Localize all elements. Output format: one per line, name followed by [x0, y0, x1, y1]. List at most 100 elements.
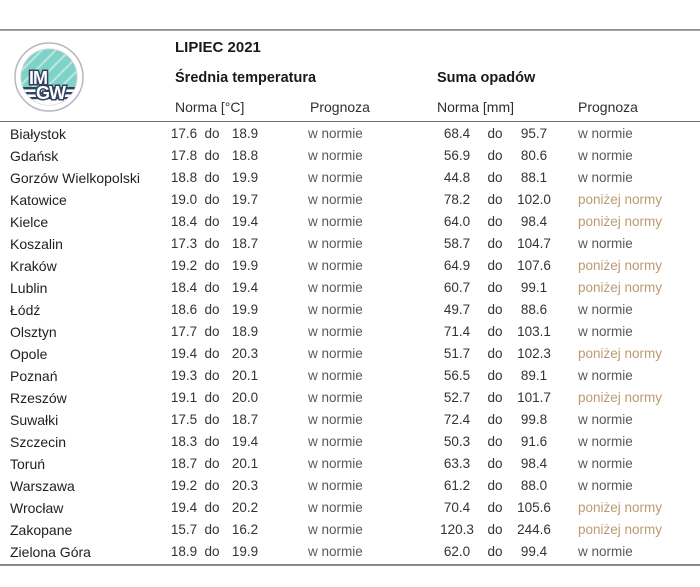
range-separator: do — [204, 456, 220, 471]
precip-forecast-value: w normie — [578, 126, 633, 141]
temp-norm-high: 19.4 — [231, 280, 259, 295]
imgw-logo-icon: IM GW — [14, 42, 84, 112]
temp-forecast-value: w normie — [308, 346, 363, 361]
spacer — [552, 123, 578, 145]
precip-norm-high: 89.1 — [520, 368, 548, 383]
precip-forecast-value: poniżej normy — [578, 390, 663, 405]
precip-forecast-header: Prognoza — [578, 99, 638, 115]
range-separator: do — [487, 368, 503, 383]
temp-norm-high: 20.1 — [231, 456, 259, 471]
spacer — [264, 453, 308, 475]
table-row: Suwałki 17.5 do 18.7 w normie 72.4 do 99… — [0, 409, 700, 431]
bottom-divider — [0, 564, 700, 566]
range-separator: do — [204, 280, 220, 295]
city-name: Wrocław — [10, 500, 64, 516]
temp-norm-high: 20.1 — [231, 368, 259, 383]
temp-forecast-value: w normie — [308, 500, 363, 515]
precip-forecast-value: w normie — [578, 478, 633, 493]
precip-norm-low: 56.5 — [443, 368, 471, 383]
precip-forecast-value: poniżej normy — [578, 500, 663, 515]
precip-norm-high: 80.6 — [520, 148, 548, 163]
range-separator: do — [204, 258, 220, 273]
svg-text:GW: GW — [36, 83, 66, 103]
temp-norm-high: 20.2 — [231, 500, 259, 515]
table-row: Gorzów Wielkopolski 18.8 do 19.9 w normi… — [0, 167, 700, 189]
temperature-section-label: Średnia temperatura — [175, 70, 317, 86]
spacer — [552, 387, 578, 409]
range-separator: do — [204, 368, 220, 383]
spacer — [264, 475, 308, 497]
header-divider — [0, 121, 700, 122]
precip-norm-low: 49.7 — [443, 302, 471, 317]
temp-norm-low: 18.4 — [170, 280, 198, 295]
precip-norm-high: 102.3 — [517, 346, 551, 361]
temp-norm-low: 17.7 — [170, 324, 198, 339]
spacer — [264, 387, 308, 409]
temp-norm-low: 17.5 — [170, 412, 198, 427]
temp-norm-low: 18.4 — [170, 214, 198, 229]
city-name: Warszawa — [10, 478, 75, 494]
spacer — [264, 365, 308, 387]
precip-forecast-value: w normie — [578, 456, 633, 471]
temp-norm-low: 18.3 — [170, 434, 198, 449]
temp-norm-high: 18.9 — [231, 126, 259, 141]
precip-forecast-value: w normie — [578, 368, 633, 383]
precip-norm-low: 44.8 — [443, 170, 471, 185]
precip-forecast-value: poniżej normy — [578, 192, 663, 207]
table-row: Koszalin 17.3 do 18.7 w normie 58.7 do 1… — [0, 233, 700, 255]
precip-norm-high: 99.4 — [520, 544, 548, 559]
spacer — [552, 475, 578, 497]
temp-forecast-value: w normie — [308, 170, 363, 185]
precip-norm-high: 101.7 — [517, 390, 551, 405]
temp-forecast-value: w normie — [308, 258, 363, 273]
precip-norm-low: 68.4 — [443, 126, 471, 141]
spacer — [264, 497, 308, 519]
range-separator: do — [487, 170, 503, 185]
precip-norm-high: 99.1 — [520, 280, 548, 295]
precip-norm-low: 63.3 — [443, 456, 471, 471]
table-row: Olsztyn 17.7 do 18.9 w normie 71.4 do 10… — [0, 321, 700, 343]
precip-norm-low: 64.9 — [443, 258, 471, 273]
spacer — [264, 233, 308, 255]
spacer — [264, 321, 308, 343]
precip-norm-high: 105.6 — [517, 500, 551, 515]
precip-forecast-value: poniżej normy — [578, 258, 663, 273]
city-name: Zakopane — [10, 522, 73, 538]
precip-norm-high: 98.4 — [520, 456, 548, 471]
spacer — [264, 167, 308, 189]
svg-text:IM: IM — [29, 68, 47, 88]
spacer — [264, 145, 308, 167]
precip-norm-low: 52.7 — [443, 390, 471, 405]
temp-norm-high: 20.3 — [231, 346, 259, 361]
precip-forecast-value: w normie — [578, 236, 633, 251]
city-name: Poznań — [10, 368, 58, 384]
range-separator: do — [204, 302, 220, 317]
temp-norm-low: 19.3 — [170, 368, 198, 383]
spacer — [264, 541, 308, 563]
temp-norm-high: 20.0 — [231, 390, 259, 405]
range-separator: do — [204, 126, 220, 141]
temp-norm-header: Norma [°C] — [175, 99, 245, 115]
city-name: Rzeszów — [10, 390, 67, 406]
temp-forecast-value: w normie — [308, 544, 363, 559]
temp-norm-low: 19.4 — [170, 500, 198, 515]
precip-norm-high: 107.6 — [517, 258, 551, 273]
precip-norm-low: 61.2 — [443, 478, 471, 493]
city-name: Olsztyn — [10, 324, 57, 340]
range-separator: do — [487, 236, 503, 251]
spacer — [264, 189, 308, 211]
range-separator: do — [204, 412, 220, 427]
precip-norm-high: 103.1 — [517, 324, 551, 339]
spacer — [264, 409, 308, 431]
city-name: Gdańsk — [10, 148, 59, 164]
spacer — [552, 409, 578, 431]
spacer — [552, 497, 578, 519]
city-name: Opole — [10, 346, 48, 362]
range-separator: do — [487, 500, 503, 515]
table-row: Katowice 19.0 do 19.7 w normie 78.2 do 1… — [0, 189, 700, 211]
precip-norm-high: 95.7 — [520, 126, 548, 141]
spacer — [552, 277, 578, 299]
precip-norm-low: 78.2 — [443, 192, 471, 207]
range-separator: do — [487, 412, 503, 427]
